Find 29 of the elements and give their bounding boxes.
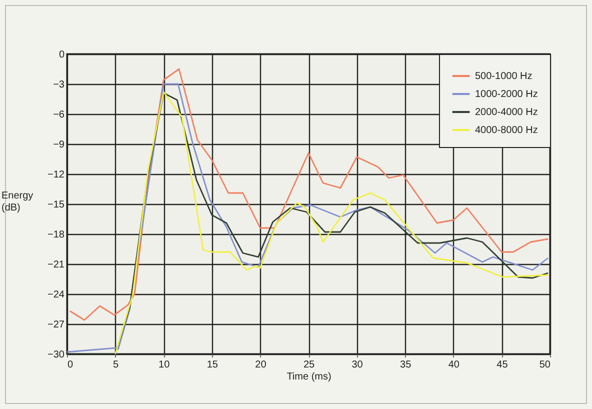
x-tick-label: 30 — [352, 360, 364, 370]
x-tick-label: 40 — [448, 360, 460, 370]
legend-label: 4000-8000 Hz — [475, 125, 538, 136]
line-series — [69, 68, 549, 321]
x-axis-title: Time (ms) — [286, 372, 332, 382]
x-tick-label: 15 — [206, 360, 218, 370]
legend-label: 1000-2000 Hz — [475, 89, 538, 100]
x-tick-label: 10 — [158, 360, 170, 370]
y-tick-label: −18 — [48, 230, 65, 240]
x-tick-label: 35 — [400, 360, 412, 370]
x-tick-label: 45 — [496, 360, 508, 370]
legend-label: 500-1000 Hz — [475, 71, 532, 82]
y-axis-title: Energy (dB) — [2, 190, 34, 214]
x-tick-label: 25 — [303, 360, 315, 370]
y-tick-label: −30 — [48, 350, 65, 360]
x-tick-label: 20 — [255, 360, 267, 370]
y-tick-label: −3 — [53, 80, 65, 90]
y-tick-label: −9 — [53, 140, 65, 150]
y-tick-label: −21 — [48, 260, 65, 270]
legend-label: 2000-4000 Hz — [475, 107, 538, 118]
y-tick-label: −6 — [53, 110, 65, 120]
y-tick-label: −24 — [48, 290, 65, 300]
x-tick-label: 50 — [539, 360, 551, 370]
x-tick-label: 5 — [113, 360, 120, 370]
x-tick-label: 0 — [68, 360, 74, 370]
y-tick-label: −27 — [48, 320, 65, 330]
y-tick-label: 0 — [58, 50, 65, 60]
y-tick-label: −12 — [48, 170, 65, 180]
y-tick-label: −15 — [48, 200, 65, 210]
